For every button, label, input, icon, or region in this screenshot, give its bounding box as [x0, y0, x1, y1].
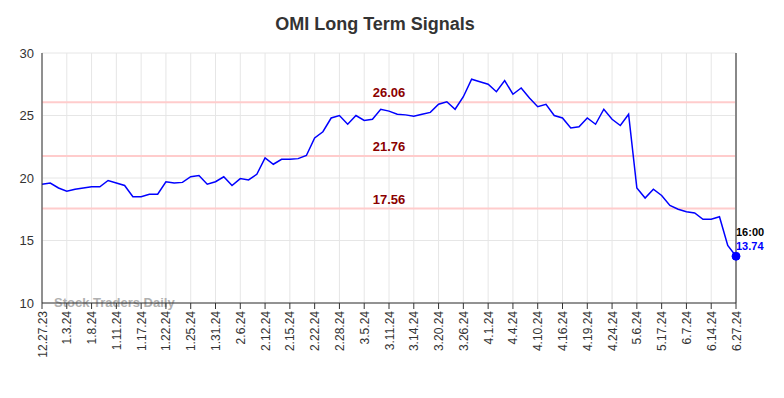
svg-text:1.17.24: 1.17.24	[135, 311, 149, 351]
svg-text:6.14.24: 6.14.24	[705, 311, 719, 351]
svg-text:21.76: 21.76	[373, 139, 406, 154]
svg-text:26.06: 26.06	[373, 85, 406, 100]
svg-text:1.31.24: 1.31.24	[209, 311, 223, 351]
svg-text:6.27.24: 6.27.24	[730, 311, 744, 351]
svg-text:30: 30	[20, 46, 34, 61]
svg-text:4.24.24: 4.24.24	[606, 311, 620, 351]
svg-text:3.20.24: 3.20.24	[432, 311, 446, 351]
svg-text:15: 15	[20, 233, 34, 248]
html-text:OMI Long Term Signals: OMI Long Term Signals	[275, 14, 475, 34]
svg-text:25: 25	[20, 108, 34, 123]
svg-text:6.7.24: 6.7.24	[680, 311, 694, 345]
svg-text:5.6.24: 5.6.24	[630, 311, 644, 345]
svg-text:12.27.23: 12.27.23	[36, 311, 50, 358]
svg-text:2.12.24: 2.12.24	[259, 311, 273, 351]
svg-text:3.26.24: 3.26.24	[457, 311, 471, 351]
svg-text:1.8.24: 1.8.24	[85, 311, 99, 345]
svg-text:16:00: 16:00	[736, 226, 764, 238]
svg-text:10: 10	[20, 296, 34, 311]
svg-text:17.56: 17.56	[373, 192, 406, 207]
svg-text:4.4.24: 4.4.24	[506, 311, 520, 345]
svg-text:1.22.24: 1.22.24	[159, 311, 173, 351]
svg-text:2.15.24: 2.15.24	[283, 311, 297, 351]
svg-text:2.22.24: 2.22.24	[308, 311, 322, 351]
svg-text:2.28.24: 2.28.24	[333, 311, 347, 351]
svg-text:20: 20	[20, 171, 34, 186]
svg-text:1.3.24: 1.3.24	[60, 311, 74, 345]
svg-text:3.11.24: 3.11.24	[383, 311, 397, 350]
svg-text:Stock Traders Daily: Stock Traders Daily	[54, 295, 175, 310]
svg-text:4.1.24: 4.1.24	[482, 311, 496, 345]
svg-text:1.25.24: 1.25.24	[184, 311, 198, 351]
svg-text:3.5.24: 3.5.24	[358, 311, 372, 345]
svg-text:5.17.24: 5.17.24	[655, 311, 669, 351]
svg-text:1.11.24: 1.11.24	[110, 311, 124, 350]
svg-text:2.6.24: 2.6.24	[234, 311, 248, 345]
svg-text:4.10.24: 4.10.24	[531, 311, 545, 351]
svg-text:3.14.24: 3.14.24	[407, 311, 421, 351]
svg-text:4.16.24: 4.16.24	[556, 311, 570, 351]
svg-text:13.74: 13.74	[736, 240, 764, 252]
svg-text:4.19.24: 4.19.24	[581, 311, 595, 351]
